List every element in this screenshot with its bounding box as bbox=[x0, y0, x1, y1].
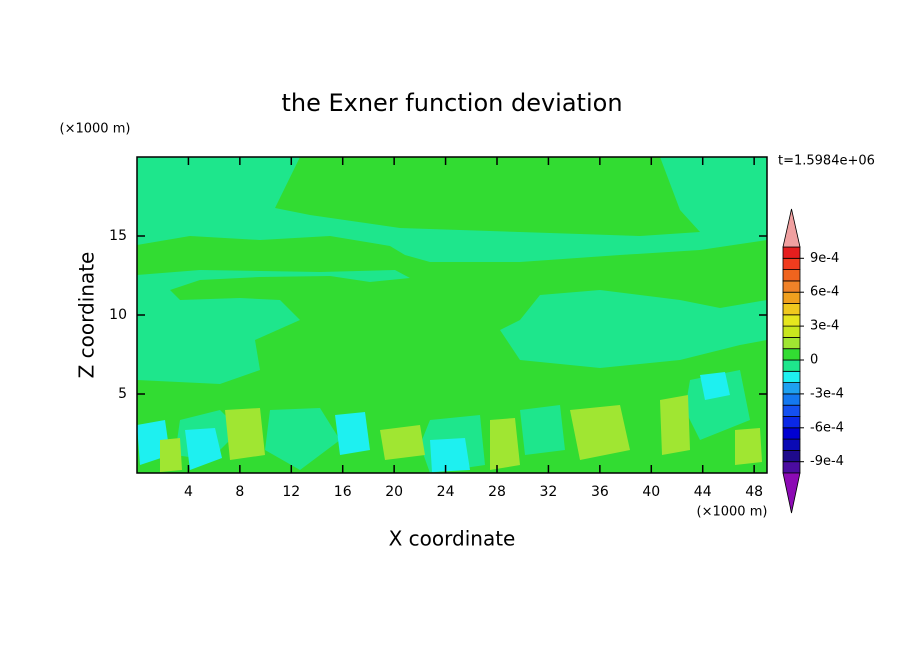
colorbar-label: 9e-4 bbox=[810, 251, 839, 266]
colorbar-label: 6e-4 bbox=[810, 285, 839, 300]
chart-title: the Exner function deviation bbox=[281, 89, 622, 117]
colorbar-box bbox=[782, 404, 801, 417]
colorbar-box bbox=[782, 303, 801, 316]
colorbar-box bbox=[782, 257, 801, 270]
contour-region bbox=[225, 408, 265, 460]
colorbar-label: -6e-4 bbox=[810, 420, 844, 435]
y-tick-label: 15 bbox=[109, 228, 127, 244]
contour-region bbox=[660, 395, 690, 455]
contour-region bbox=[160, 438, 182, 472]
x-tick-label: 20 bbox=[385, 484, 403, 500]
colorbar-extend bbox=[782, 208, 801, 248]
x-tick-label: 12 bbox=[282, 484, 300, 500]
colorbar-box bbox=[782, 416, 801, 429]
colorbar-box bbox=[782, 461, 801, 474]
contour-region bbox=[430, 438, 470, 472]
colorbar-box bbox=[782, 246, 801, 259]
contour-region bbox=[265, 408, 340, 470]
contour-field bbox=[137, 157, 767, 473]
y-tick-label: 10 bbox=[109, 307, 127, 323]
contour-region bbox=[490, 418, 520, 470]
colorbar-box bbox=[782, 348, 801, 361]
colorbar-box bbox=[782, 438, 801, 451]
colorbar-box bbox=[782, 427, 801, 440]
contour-region bbox=[570, 405, 630, 460]
colorbar-box bbox=[782, 314, 801, 327]
y-unit: (×1000 m) bbox=[60, 122, 131, 137]
x-tick-label: 48 bbox=[745, 484, 763, 500]
x-tick-label: 28 bbox=[488, 484, 506, 500]
colorbar-box bbox=[782, 325, 801, 338]
x-tick-label: 36 bbox=[591, 484, 609, 500]
colorbar-box bbox=[782, 393, 801, 406]
contour-region bbox=[735, 428, 762, 465]
contour-region bbox=[520, 405, 565, 455]
x-axis-label: X coordinate bbox=[389, 527, 516, 551]
x-tick-label: 24 bbox=[437, 484, 455, 500]
colorbar-box bbox=[782, 336, 801, 350]
x-tick-label: 16 bbox=[334, 484, 352, 500]
x-tick-label: 44 bbox=[694, 484, 712, 500]
x-tick-label: 32 bbox=[540, 484, 558, 500]
colorbar-box bbox=[782, 269, 801, 282]
colorbar-extend bbox=[782, 472, 801, 514]
y-axis-label: Z coordinate bbox=[75, 252, 99, 379]
contour-region bbox=[380, 425, 425, 460]
colorbar-label: 3e-4 bbox=[810, 319, 839, 334]
x-unit: (×1000 m) bbox=[697, 505, 768, 520]
contour-region bbox=[335, 412, 370, 455]
contour-region bbox=[275, 157, 700, 236]
colorbar-box bbox=[782, 359, 801, 372]
colorbar-label: 0 bbox=[810, 353, 818, 368]
x-tick-label: 40 bbox=[642, 484, 660, 500]
contour-region bbox=[700, 372, 730, 400]
x-tick-label: 8 bbox=[235, 484, 244, 500]
x-tick-label: 4 bbox=[184, 484, 193, 500]
contour-region bbox=[685, 370, 750, 440]
time-label: t=1.5984e+06 bbox=[778, 154, 875, 169]
colorbar-box bbox=[782, 280, 801, 293]
y-tick-label: 5 bbox=[118, 386, 127, 402]
contour-region bbox=[137, 236, 767, 400]
colorbar-box bbox=[782, 291, 801, 304]
contour-region bbox=[185, 428, 222, 470]
colorbar-box bbox=[782, 370, 801, 383]
colorbar-box bbox=[782, 382, 801, 395]
colorbar-box bbox=[782, 449, 801, 463]
colorbar-label: -9e-4 bbox=[810, 454, 844, 469]
colorbar-label: -3e-4 bbox=[810, 386, 844, 401]
